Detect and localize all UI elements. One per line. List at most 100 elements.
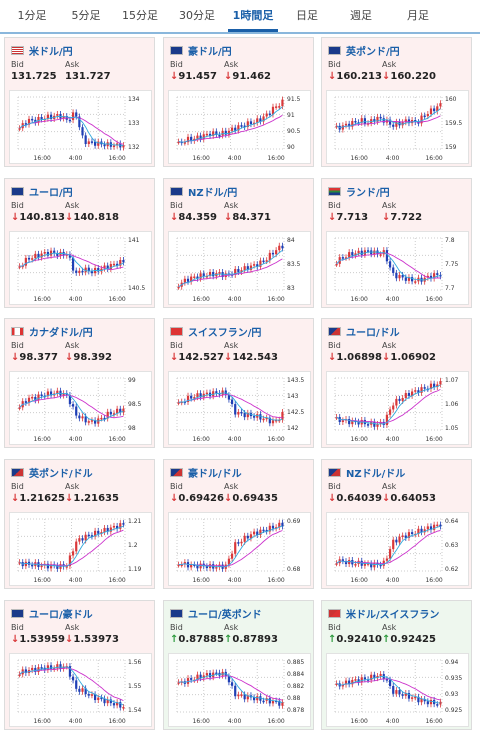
pair-name[interactable]: 豪ドル/ドル [188, 469, 242, 480]
mini-chart[interactable]: 143.5 143 142.5 142 16:00 4:00 16:00 [168, 371, 311, 445]
candle [246, 535, 249, 539]
pair-name[interactable]: 英ポンド/円 [346, 47, 400, 58]
tab-7[interactable]: 月足 [407, 9, 429, 22]
rate-card[interactable]: 英ポンド/ドル Bid Ask ↓1.21625 ↓1.21635 1.21 1.2 1.19… [4, 459, 155, 589]
candle [100, 532, 103, 534]
ask-price: ↓160.220 [382, 71, 436, 82]
candle [281, 522, 284, 527]
bid-price: ↓98.377 [11, 352, 58, 363]
rate-card[interactable]: ユーロ/ドル Bid Ask ↓1.06898 ↓1.06902 1.07 1.06 1.05… [321, 318, 472, 448]
mini-chart[interactable]: 0.94 0.935 0.93 0.925 16:00 4:00 16:00 [326, 653, 469, 727]
rate-card[interactable]: 豪ドル/ドル Bid Ask ↓0.69426 ↓0.69435 0.69 0.68 16:0… [163, 459, 314, 589]
pair-name[interactable]: ユーロ/豪ドル [29, 610, 93, 621]
pair-name[interactable]: ランド/円 [346, 188, 390, 199]
candle [116, 525, 119, 529]
candle [103, 144, 106, 147]
candle [240, 541, 243, 544]
arrow-down-icon: ↓ [382, 352, 391, 363]
candle [81, 416, 84, 419]
candle [335, 563, 338, 565]
candle [218, 272, 221, 274]
pair-name[interactable]: カナダドル/円 [29, 328, 93, 339]
mini-chart[interactable]: 141 140.5 16:00 4:00 16:00 [9, 231, 152, 305]
candle [256, 118, 259, 123]
arrow-up-icon: ↑ [328, 634, 337, 645]
pair-name[interactable]: 英ポンド/ドル [29, 469, 93, 480]
y-tick-label: 1.05 [445, 425, 459, 432]
candle [429, 526, 433, 530]
tab-0[interactable]: 1分足 [17, 9, 47, 22]
rate-card[interactable]: ランド/円 Bid Ask ↓7.713 ↓7.722 7.8 7.75 7.7 16:00 4:… [321, 178, 472, 308]
rate-card[interactable]: スイスフラン/円 Bid Ask ↓142.527 ↓142.543 143.5 143 14… [163, 318, 314, 448]
candle [401, 274, 404, 278]
candle [71, 676, 75, 681]
rate-card[interactable]: ユーロ/豪ドル Bid Ask ↓1.53959 ↓1.53973 1.56 1.55 1.5… [4, 600, 155, 730]
pair-name[interactable]: NZドル/ドル [346, 469, 406, 480]
candle [37, 253, 40, 258]
rate-card[interactable]: ユーロ/円 Bid Ask ↓140.813 ↓140.818 141 140.5 16:00… [4, 178, 155, 308]
rate-card[interactable]: 米ドル/円 Bid Ask 131.725 131.727 134 133 132 16:00 4… [4, 37, 155, 167]
mini-chart[interactable]: 160 159.5 159 16:00 4:00 16:00 [326, 90, 469, 164]
candle [18, 128, 21, 130]
mini-chart[interactable]: 0.69 0.68 16:00 4:00 16:00 [168, 512, 311, 586]
mini-chart[interactable]: 0.64 0.63 0.62 16:00 4:00 16:00 [326, 512, 469, 586]
rate-card[interactable]: ユーロ/英ポンド Bid Ask ↑0.87885 ↑0.87893 0.885 0.884… [163, 600, 314, 730]
candle [81, 538, 84, 541]
pair-name[interactable]: スイスフラン/円 [188, 328, 262, 339]
rate-card[interactable]: 豪ドル/円 Bid Ask ↓91.457 ↓91.462 91.5 91 90.5 90 16:… [163, 37, 314, 167]
candle [436, 524, 439, 527]
pair-name[interactable]: ユーロ/ドル [346, 328, 400, 339]
mini-chart[interactable]: 7.8 7.75 7.7 16:00 4:00 16:00 [326, 231, 469, 305]
y-tick-label: 1.2 [128, 542, 138, 549]
tab-6[interactable]: 週足 [350, 9, 372, 22]
candle [71, 257, 75, 271]
tab-5[interactable]: 日足 [296, 9, 318, 22]
candle [411, 697, 414, 699]
rate-card[interactable]: 米ドル/スイスフラン Bid Ask ↑0.92410 ↑0.92425 0.94 0.93… [321, 600, 472, 730]
candle [354, 120, 357, 123]
tab-3[interactable]: 30分足 [179, 9, 215, 22]
short-moving-average-line [19, 666, 124, 706]
pair-name[interactable]: 豪ドル/円 [188, 47, 232, 58]
candle [335, 125, 338, 128]
candle [385, 558, 389, 561]
x-tick-label: 16:00 [425, 718, 442, 725]
candle [215, 672, 218, 675]
ask-value: 140.818 [73, 212, 119, 223]
x-tick-label: 4:00 [386, 718, 400, 725]
candle [199, 135, 202, 140]
pair-name[interactable]: ユーロ/英ポンド [188, 610, 262, 621]
mini-chart[interactable]: 91.5 91 90.5 90 16:00 4:00 16:00 [168, 90, 311, 164]
candle [103, 698, 106, 704]
candle [237, 125, 240, 131]
pair-name[interactable]: NZドル/円 [188, 188, 238, 199]
mini-chart[interactable]: 1.21 1.2 1.19 16:00 4:00 16:00 [9, 512, 152, 586]
bid-value: 84.359 [178, 212, 217, 223]
x-tick-label: 16:00 [351, 436, 368, 443]
arrow-down-icon: ↓ [382, 212, 391, 223]
mini-chart[interactable]: 0.885 0.884 0.882 0.88 0.878 16:00 4:00 16:00 [168, 653, 311, 727]
rate-card[interactable]: NZドル/円 Bid Ask ↓84.359 ↓84.371 84 83.5 83 16:00 4… [163, 178, 314, 308]
x-tick-label: 4:00 [228, 718, 242, 725]
candle [268, 698, 271, 704]
rate-card[interactable]: カナダドル/円 Bid Ask ↓98.377 ↓98.392 99 98.5 98 16:00… [4, 318, 155, 448]
pair-name[interactable]: 米ドル/スイスフラン [346, 610, 440, 621]
candle [240, 694, 243, 696]
rate-card[interactable]: 英ポンド/円 Bid Ask ↓160.213 ↓160.220 160 159.5 159 1… [321, 37, 472, 167]
tab-1[interactable]: 5分足 [71, 9, 101, 22]
candle [281, 411, 284, 420]
mini-chart[interactable]: 1.07 1.06 1.05 16:00 4:00 16:00 [326, 371, 469, 445]
mini-chart[interactable]: 1.56 1.55 1.54 16:00 4:00 16:00 [9, 653, 152, 727]
mini-chart[interactable]: 134 133 132 16:00 4:00 16:00 [9, 90, 152, 164]
pair-name[interactable]: ユーロ/円 [29, 188, 73, 199]
candle [97, 141, 100, 146]
rate-card[interactable]: NZドル/ドル Bid Ask ↓0.64039 ↓0.64053 0.64 0.63 0.6… [321, 459, 472, 589]
tab-4[interactable]: 1時間足 [228, 0, 278, 32]
candle [395, 690, 398, 694]
tab-2[interactable]: 15分足 [122, 9, 158, 22]
mini-chart[interactable]: 99 98.5 98 16:00 4:00 16:00 [9, 371, 152, 445]
mini-chart[interactable]: 84 83.5 83 16:00 4:00 16:00 [168, 231, 311, 305]
pair-name[interactable]: 米ドル/円 [29, 47, 73, 58]
candle [395, 539, 398, 543]
candle [49, 391, 53, 396]
